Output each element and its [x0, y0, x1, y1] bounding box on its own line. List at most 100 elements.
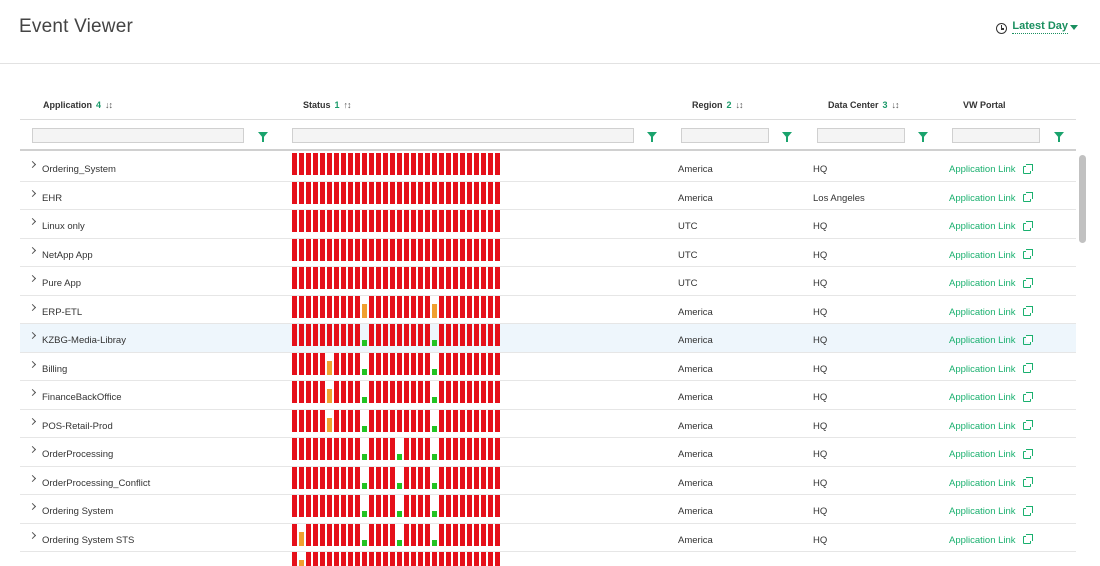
status-bar-error[interactable]: [488, 238, 493, 261]
status-bar-error[interactable]: [341, 181, 346, 204]
status-bar-error[interactable]: [439, 267, 444, 289]
status-bar-error[interactable]: [292, 495, 297, 517]
application-link-label[interactable]: Application Link: [949, 306, 1016, 318]
status-bar-error[interactable]: [390, 409, 395, 432]
status-bar-error[interactable]: [306, 181, 311, 204]
status-bar-error[interactable]: [404, 409, 409, 432]
status-bar-error[interactable]: [495, 295, 500, 318]
status-bar-ok[interactable]: [432, 454, 437, 460]
status-bar-warning[interactable]: [327, 360, 332, 375]
status-bar-error[interactable]: [376, 324, 381, 346]
status-bar-error[interactable]: [348, 352, 353, 375]
status-bar-error[interactable]: [446, 238, 451, 261]
column-header-datacenter[interactable]: Data Center 3 ↓↕: [828, 100, 900, 110]
status-bar-error[interactable]: [425, 495, 430, 517]
status-bar-error[interactable]: [439, 153, 444, 175]
status-bar-error[interactable]: [320, 181, 325, 204]
status-bar-ok[interactable]: [362, 539, 367, 546]
status-bar-error[interactable]: [474, 238, 479, 261]
status-bar-error[interactable]: [460, 381, 465, 403]
status-bar-error[interactable]: [432, 552, 437, 566]
status-bar-error[interactable]: [425, 153, 430, 175]
status-bar-error[interactable]: [369, 238, 374, 261]
status-bar-error[interactable]: [320, 267, 325, 289]
status-bar-error[interactable]: [453, 381, 458, 403]
sort-icon[interactable]: ↑↕: [343, 100, 352, 110]
status-bar-error[interactable]: [425, 466, 430, 489]
status-bar-error[interactable]: [460, 438, 465, 460]
status-bar-ok[interactable]: [432, 511, 437, 517]
application-link[interactable]: Application Link: [949, 534, 1033, 546]
status-bar-error[interactable]: [383, 238, 388, 261]
status-bar-error[interactable]: [446, 495, 451, 517]
status-bar-error[interactable]: [474, 181, 479, 204]
status-bar-error[interactable]: [334, 153, 339, 175]
application-link-label[interactable]: Application Link: [949, 534, 1016, 546]
chevron-right-icon[interactable]: [28, 388, 37, 397]
table-row[interactable]: Linux only UTC HQ Application Link: [20, 210, 1076, 239]
external-link-icon[interactable]: [1022, 306, 1033, 316]
status-bar-error[interactable]: [299, 153, 304, 175]
column-header-region[interactable]: Region 2 ↓↕: [692, 100, 744, 110]
table-row[interactable]: OrderProcessing_Conflict America HQ Applica…: [20, 466, 1076, 495]
status-bar-error[interactable]: [306, 324, 311, 346]
status-bar-error[interactable]: [390, 552, 395, 566]
status-bar-error[interactable]: [453, 409, 458, 432]
region-filter-input[interactable]: [681, 128, 769, 143]
status-bar-error[interactable]: [467, 466, 472, 489]
datacenter-filter-input[interactable]: [817, 128, 905, 143]
status-bar-error[interactable]: [306, 466, 311, 489]
status-bar-error[interactable]: [292, 181, 297, 204]
status-bar-error[interactable]: [348, 238, 353, 261]
sort-icon[interactable]: ↓↕: [891, 100, 900, 110]
status-bar-error[interactable]: [306, 523, 311, 546]
status-bar-error[interactable]: [292, 552, 297, 566]
table-row[interactable]: ERP-ETL America HQ Application Link: [20, 295, 1076, 324]
status-bar-error[interactable]: [376, 295, 381, 318]
chevron-right-icon[interactable]: [28, 417, 37, 425]
status-bar-error[interactable]: [474, 495, 479, 517]
application-link-label[interactable]: Application Link: [949, 363, 1016, 375]
status-bar-error[interactable]: [292, 352, 297, 375]
status-bar-error[interactable]: [355, 523, 360, 546]
status-bar-error[interactable]: [299, 181, 304, 204]
status-bar-error[interactable]: [334, 181, 339, 204]
status-bar-error[interactable]: [355, 409, 360, 432]
status-bar-error[interactable]: [488, 466, 493, 489]
status-bar-error[interactable]: [348, 324, 353, 346]
status-bar-error[interactable]: [362, 210, 367, 232]
application-link[interactable]: Application Link: [949, 505, 1033, 517]
status-bar-error[interactable]: [376, 352, 381, 375]
status-bar-error[interactable]: [411, 409, 416, 432]
status-bar-ok[interactable]: [432, 340, 437, 346]
table-row[interactable]: OrderProcessing America HQ Application Link: [20, 438, 1076, 467]
status-bar-ok[interactable]: [362, 397, 367, 403]
application-link-label[interactable]: Application Link: [949, 506, 1016, 517]
status-bar-error[interactable]: [418, 523, 423, 546]
status-bar-error[interactable]: [397, 238, 402, 261]
status-bar-error[interactable]: [467, 381, 472, 403]
status-bar-error[interactable]: [404, 381, 409, 403]
status-bar-error[interactable]: [404, 352, 409, 375]
filter-icon[interactable]: [918, 132, 928, 142]
application-link[interactable]: Application Link: [949, 448, 1033, 460]
status-bar-error[interactable]: [474, 153, 479, 175]
status-bar-error[interactable]: [495, 238, 500, 261]
status-bar-error[interactable]: [488, 495, 493, 517]
status-bar-ok[interactable]: [362, 340, 367, 346]
status-bar-error[interactable]: [376, 238, 381, 261]
status-bar-error[interactable]: [453, 552, 458, 566]
status-bar-error[interactable]: [446, 153, 451, 175]
status-bar-error[interactable]: [320, 438, 325, 460]
status-bar-error[interactable]: [411, 324, 416, 346]
chevron-right-icon[interactable]: [28, 502, 37, 511]
status-bar-error[interactable]: [404, 552, 409, 566]
status-bar-error[interactable]: [355, 352, 360, 375]
status-bar-error[interactable]: [488, 381, 493, 403]
status-bar-error[interactable]: [439, 495, 444, 517]
status-bar-error[interactable]: [355, 324, 360, 346]
status-bar-error[interactable]: [446, 438, 451, 460]
status-bar-error[interactable]: [313, 466, 318, 489]
status-bar-warning[interactable]: [362, 303, 367, 318]
status-bar-error[interactable]: [397, 267, 402, 289]
